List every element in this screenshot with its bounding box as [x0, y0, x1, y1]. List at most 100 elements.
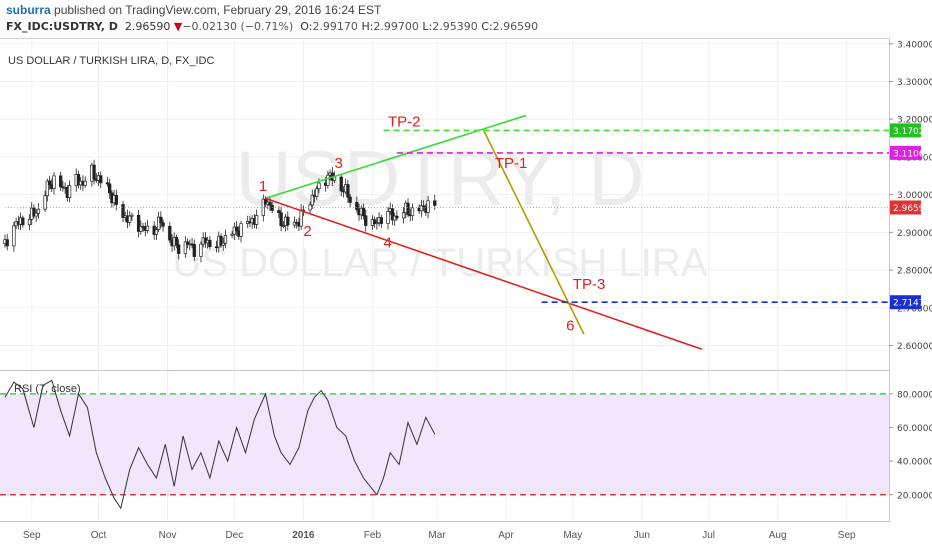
low-label: L:: [422, 20, 433, 33]
annotation-label: TP-1: [495, 155, 528, 172]
candle-body: [121, 204, 125, 218]
candle-body: [154, 229, 159, 235]
candle-body: [221, 242, 225, 246]
candle-body: [339, 176, 343, 192]
candle-body: [161, 222, 165, 227]
pane-top-border: [0, 38, 889, 39]
annotation-label: 6: [566, 317, 574, 334]
rsi-pane: [0, 379, 889, 510]
publisher-username[interactable]: suburra: [6, 3, 51, 17]
candle-body: [299, 209, 303, 227]
pane-separator: [0, 370, 889, 371]
candle-body: [395, 215, 399, 219]
candle-body: [45, 180, 49, 197]
rsi-band-fill: [0, 393, 889, 495]
candle-body: [279, 212, 283, 227]
rsi-line: [4, 379, 436, 510]
candle-body: [401, 212, 406, 219]
rsi-y-tick-label: 20.0000: [897, 491, 932, 501]
candle-body: [315, 188, 319, 197]
annotation-label: 2: [303, 223, 311, 240]
candle-body: [183, 241, 188, 254]
candle-body: [59, 175, 63, 188]
x-tick-label: Sep: [838, 530, 856, 541]
rsi-title: RSI (7, close): [14, 383, 81, 395]
annotation-label: 4: [384, 234, 392, 251]
candle-body: [12, 225, 16, 247]
axes: Sep Oct Nov Dec 2016 Feb Mar Apr May Jun Jul Aug Sep…: [0, 38, 932, 541]
candle-body: [128, 215, 132, 223]
candle-body: [5, 239, 9, 247]
rsi-y-tick-label: 80.0000: [897, 390, 932, 400]
candle-body: [361, 207, 366, 217]
close-label: C:: [481, 20, 493, 33]
candle-body: [390, 208, 395, 221]
annotation-label: 3: [335, 155, 343, 172]
candle-body: [34, 212, 38, 217]
high-label: H:: [361, 20, 374, 33]
candle-body: [332, 176, 337, 181]
candle-body: [346, 184, 350, 198]
x-tick-label: 2016: [292, 530, 315, 541]
candle-body: [108, 183, 112, 194]
candle-body: [419, 205, 424, 212]
x-tick-label: Feb: [364, 530, 382, 541]
x-tick-label: Jun: [634, 530, 650, 541]
y-tick-label: 3.40000: [897, 40, 932, 50]
y-tick-label: 3.20000: [897, 116, 932, 126]
red-trendline: [265, 197, 703, 351]
candle-body: [92, 164, 96, 180]
candle-body: [426, 200, 430, 213]
candle-body: [114, 195, 118, 205]
x-tick-label: Mar: [428, 530, 446, 541]
candle-body: [83, 180, 87, 186]
x-tick-label: Nov: [159, 530, 177, 541]
candle-body: [355, 202, 359, 210]
candle-body: [239, 223, 243, 237]
close-value: 2.96590: [492, 20, 539, 33]
symbol-name: FX_IDC:USDTRY, D: [6, 20, 118, 33]
watermark-name: US DOLLAR / TURKISH LIRA: [173, 241, 708, 285]
x-tick-label: Sep: [23, 530, 41, 541]
candle-body: [43, 195, 47, 210]
candle-body: [379, 217, 383, 224]
candle-body: [21, 217, 25, 226]
x-tick-label: Aug: [769, 530, 787, 541]
price-axis-border: [889, 38, 890, 522]
x-tick-label: Apr: [498, 530, 514, 541]
price-change: −0.02130 (−0.71%): [182, 20, 294, 33]
candle-body: [67, 185, 72, 199]
candle-body: [410, 207, 415, 217]
green-trendline: [265, 114, 527, 200]
candle-body: [52, 175, 56, 189]
candle-body: [286, 216, 290, 226]
time-axis-border: [0, 521, 889, 522]
candle-body: [156, 216, 161, 231]
annotation-label: TP-3: [573, 276, 606, 293]
candle-body: [364, 215, 368, 226]
x-tick-label: Jul: [702, 530, 715, 541]
candle-body: [76, 173, 81, 186]
candle-body: [292, 221, 297, 226]
candle-body: [139, 226, 143, 232]
candle-body: [230, 233, 234, 236]
candle-body: [219, 235, 223, 246]
x-tick-label: Dec: [225, 530, 243, 541]
chart-title: US DOLLAR / TURKISH LIRA, D, FX_IDC: [8, 55, 214, 67]
y-tick-label: 3.00000: [897, 191, 932, 201]
candle-body: [386, 211, 390, 224]
candle-body: [105, 182, 110, 185]
symbol-bar: FX_IDC:USDTRY, D 2.96590 ▼−0.02130 (−0.7…: [6, 20, 538, 33]
candle-body: [375, 222, 379, 225]
rsi-y-tick-label: 60.0000: [897, 424, 932, 434]
price-tag-label: 3.17027: [893, 127, 930, 137]
candle-body: [145, 225, 150, 231]
candle-body: [185, 241, 190, 245]
candle-body: [99, 175, 103, 184]
candle-body: [177, 244, 181, 254]
candle-body: [433, 200, 437, 206]
rsi-y-tick-label: 40.0000: [897, 458, 932, 468]
candle-body: [406, 202, 410, 216]
candle-body: [47, 180, 52, 186]
price-tag: [890, 123, 921, 138]
